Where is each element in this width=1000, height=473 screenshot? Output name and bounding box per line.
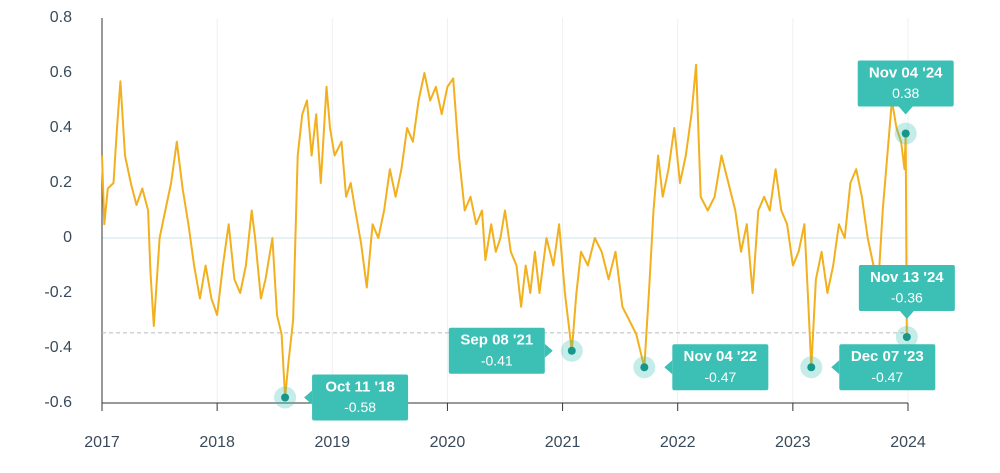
- x-tick-label: 2021: [545, 434, 581, 451]
- x-tick-label: 2020: [430, 434, 466, 451]
- annotation-value: 0.38: [892, 85, 919, 101]
- y-tick-label: 0.4: [50, 119, 72, 136]
- annotation-pointer: [831, 360, 840, 375]
- annotation-point: [901, 129, 910, 138]
- x-tick-label: 2019: [314, 434, 350, 451]
- annotation-label: Nov 04 '22: [684, 348, 758, 365]
- annotation-value: -0.58: [344, 399, 376, 415]
- annotation-point: [281, 393, 290, 402]
- y-tick-label: 0.8: [50, 9, 72, 26]
- data-line: [101, 63, 908, 399]
- annotation-pointer: [544, 343, 553, 358]
- annotation-pointer: [898, 106, 913, 115]
- x-tick-label: 2018: [199, 434, 235, 451]
- annotation-pointer: [664, 360, 673, 375]
- x-tick-label: 2024: [890, 434, 926, 451]
- annotation-value: -0.47: [704, 369, 736, 385]
- y-tick-label: 0.6: [50, 64, 72, 81]
- annotation-pointer: [304, 390, 313, 405]
- y-tick-label: 0: [63, 229, 72, 246]
- x-tick-label: 2023: [775, 434, 811, 451]
- annotation-label: Nov 13 '24: [870, 269, 944, 286]
- y-tick-label: -0.4: [44, 339, 72, 356]
- y-tick-label: -0.6: [44, 394, 72, 411]
- annotation-label: Oct 11 '18: [325, 378, 394, 395]
- annotation-label: Nov 04 '24: [869, 64, 943, 81]
- y-tick-label: -0.2: [44, 284, 72, 301]
- annotation-box: [858, 265, 955, 311]
- annotation-label: Sep 08 '21: [460, 332, 533, 349]
- annotation-value: -0.41: [481, 352, 513, 368]
- annotation-pointer: [899, 311, 914, 319]
- annotation-value: -0.36: [891, 290, 923, 306]
- x-tick-label: 2017: [84, 434, 120, 451]
- annotation-box: [312, 374, 409, 421]
- annotation-point: [807, 363, 816, 372]
- annotation-label: Dec 07 '23: [851, 348, 924, 365]
- y-tick-label: 0.2: [50, 174, 72, 191]
- annotation-point: [902, 333, 911, 341]
- annotation-box: [448, 327, 545, 374]
- annotation-value: -0.47: [871, 369, 903, 385]
- annotation-box: [672, 344, 769, 391]
- annotation-point: [640, 363, 649, 372]
- x-tick-label: 2022: [660, 434, 696, 451]
- annotation-box: [857, 60, 954, 107]
- annotation-point: [567, 346, 576, 355]
- annotation-box: [839, 344, 936, 391]
